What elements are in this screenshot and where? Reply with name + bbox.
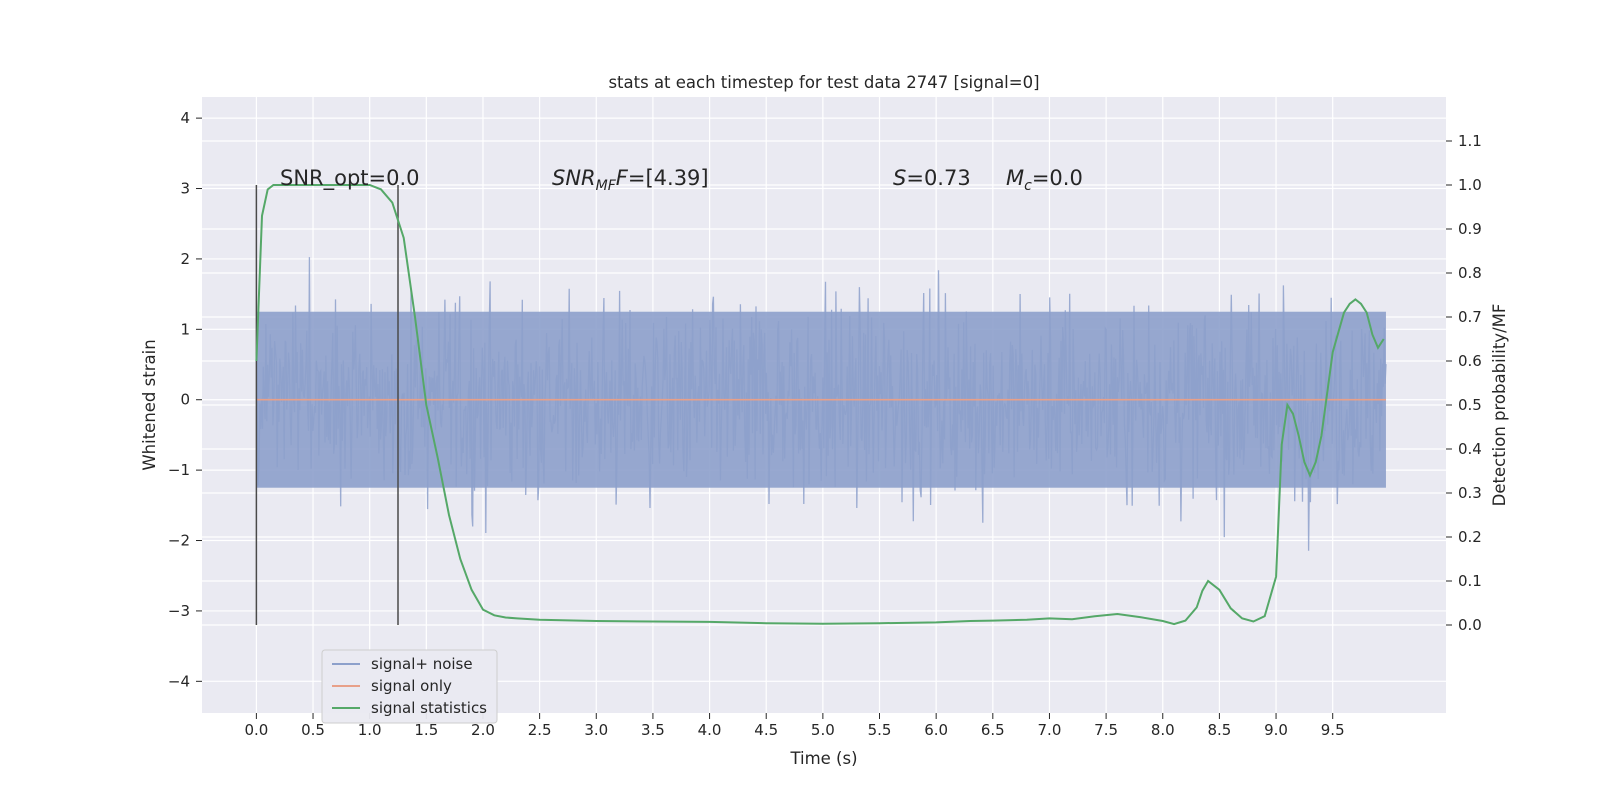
vertical-markers	[255, 185, 399, 625]
annotation-s-value: =0.73	[906, 166, 970, 190]
legend-box	[321, 649, 498, 724]
x-tick-label: 8.5	[1207, 721, 1231, 739]
annotation-snr-mf-value: =[4.39]	[628, 166, 709, 190]
y-right-tick-label: 0.3	[1458, 484, 1482, 502]
y-left-tick-label: 2	[180, 250, 190, 268]
x-tick-label: 0.5	[301, 721, 325, 739]
x-axis-ticks: 0.0 0.5 1.0 1.5 2.0 2.5 3.0 3.5 4.0 4.5 5.0 5.5 6.0 6…	[244, 713, 1345, 739]
y-right-tick-label: 0.6	[1458, 352, 1482, 370]
x-tick-label: 4.5	[754, 721, 778, 739]
series-signal-statistics	[255, 184, 1385, 626]
x-tick-label: 3.5	[641, 721, 665, 739]
y-left-tick-label: 1	[180, 320, 190, 338]
y-right-tick-label: 0.5	[1458, 396, 1482, 414]
y-right-tick-label: 0.8	[1458, 264, 1482, 282]
y-right-tick-label: 0.1	[1458, 572, 1482, 590]
y-left-axis-label: Whitened strain	[140, 339, 159, 470]
y-left-tick-label: 3	[180, 180, 190, 198]
annotation-mc-value: =0.0	[1032, 166, 1083, 190]
x-tick-label: 0.0	[244, 721, 268, 739]
y-right-tick-label: 1.0	[1458, 176, 1482, 194]
legend-label-signal-statistics: signal statistics	[371, 699, 487, 717]
x-tick-label: 1.0	[358, 721, 382, 739]
chart-title: stats at each timestep for test data 274…	[608, 73, 1039, 92]
legend-label-signal-only: signal only	[371, 677, 452, 695]
y-left-tick-label: −3	[168, 602, 190, 620]
x-tick-label: 2.5	[528, 721, 552, 739]
x-tick-label: 1.5	[414, 721, 438, 739]
annotation-mc-sub: c	[1024, 178, 1032, 194]
y-left-tick-label: 4	[180, 109, 190, 127]
x-tick-label: 4.0	[698, 721, 722, 739]
y-right-tick-label: 0.7	[1458, 308, 1482, 326]
annotation-s: S=0.73	[893, 166, 971, 190]
y-right-tick-label: 1.1	[1458, 132, 1482, 150]
x-tick-label: 2.0	[471, 721, 495, 739]
x-tick-label: 8.0	[1151, 721, 1175, 739]
y-right-tick-label: 0.2	[1458, 528, 1482, 546]
annotation-snr-opt: SNR_opt=0.0	[280, 166, 420, 191]
x-tick-label: 9.0	[1264, 721, 1288, 739]
signal-statistics-line	[255, 184, 1385, 626]
x-tick-label: 7.0	[1038, 721, 1062, 739]
x-tick-label: 3.0	[584, 721, 608, 739]
x-tick-label: 9.5	[1321, 721, 1345, 739]
x-axis-label: Time (s)	[789, 749, 857, 768]
annotation-snr-mf-f: F	[616, 166, 629, 190]
legend-label-signal-noise: signal+ noise	[371, 655, 473, 673]
annotation-snr-mf: SNRMFF=[4.39]	[552, 166, 709, 194]
y-right-tick-label: 0.0	[1458, 616, 1482, 634]
y-left-tick-label: −4	[168, 672, 190, 690]
x-tick-label: 5.5	[868, 721, 892, 739]
x-tick-label: 5.0	[811, 721, 835, 739]
x-tick-label: 7.5	[1094, 721, 1118, 739]
annotation-mc-main: M	[1006, 166, 1024, 190]
annotation-s-main: S	[893, 166, 906, 190]
annotation-mc: Mc=0.0	[1006, 166, 1083, 194]
y-left-tick-label: 0	[180, 391, 190, 409]
y-right-tick-label: 0.4	[1458, 440, 1482, 458]
y-right-axis-ticks: 1.1 1.0 0.9 0.8 0.7 0.6 0.5 0.4 0.3 0.2 0.1 0.0	[1446, 132, 1482, 634]
y-left-tick-label: −2	[168, 532, 190, 550]
y-right-tick-label: 0.9	[1458, 220, 1482, 238]
y-left-axis-ticks: 4 3 2 1 0 −1 −2 −3 −4	[168, 109, 202, 690]
y-left-tick-label: −1	[168, 461, 190, 479]
x-tick-label: 6.0	[924, 721, 948, 739]
x-tick-label: 6.5	[981, 721, 1005, 739]
annotation-snr-mf-main: SNR	[552, 166, 596, 190]
y-right-axis-label: Detection probability/MF	[1490, 304, 1509, 507]
legend: signal+ noise signal only signal statist…	[321, 649, 498, 724]
annotation-snr-mf-sub: MF	[596, 178, 617, 194]
